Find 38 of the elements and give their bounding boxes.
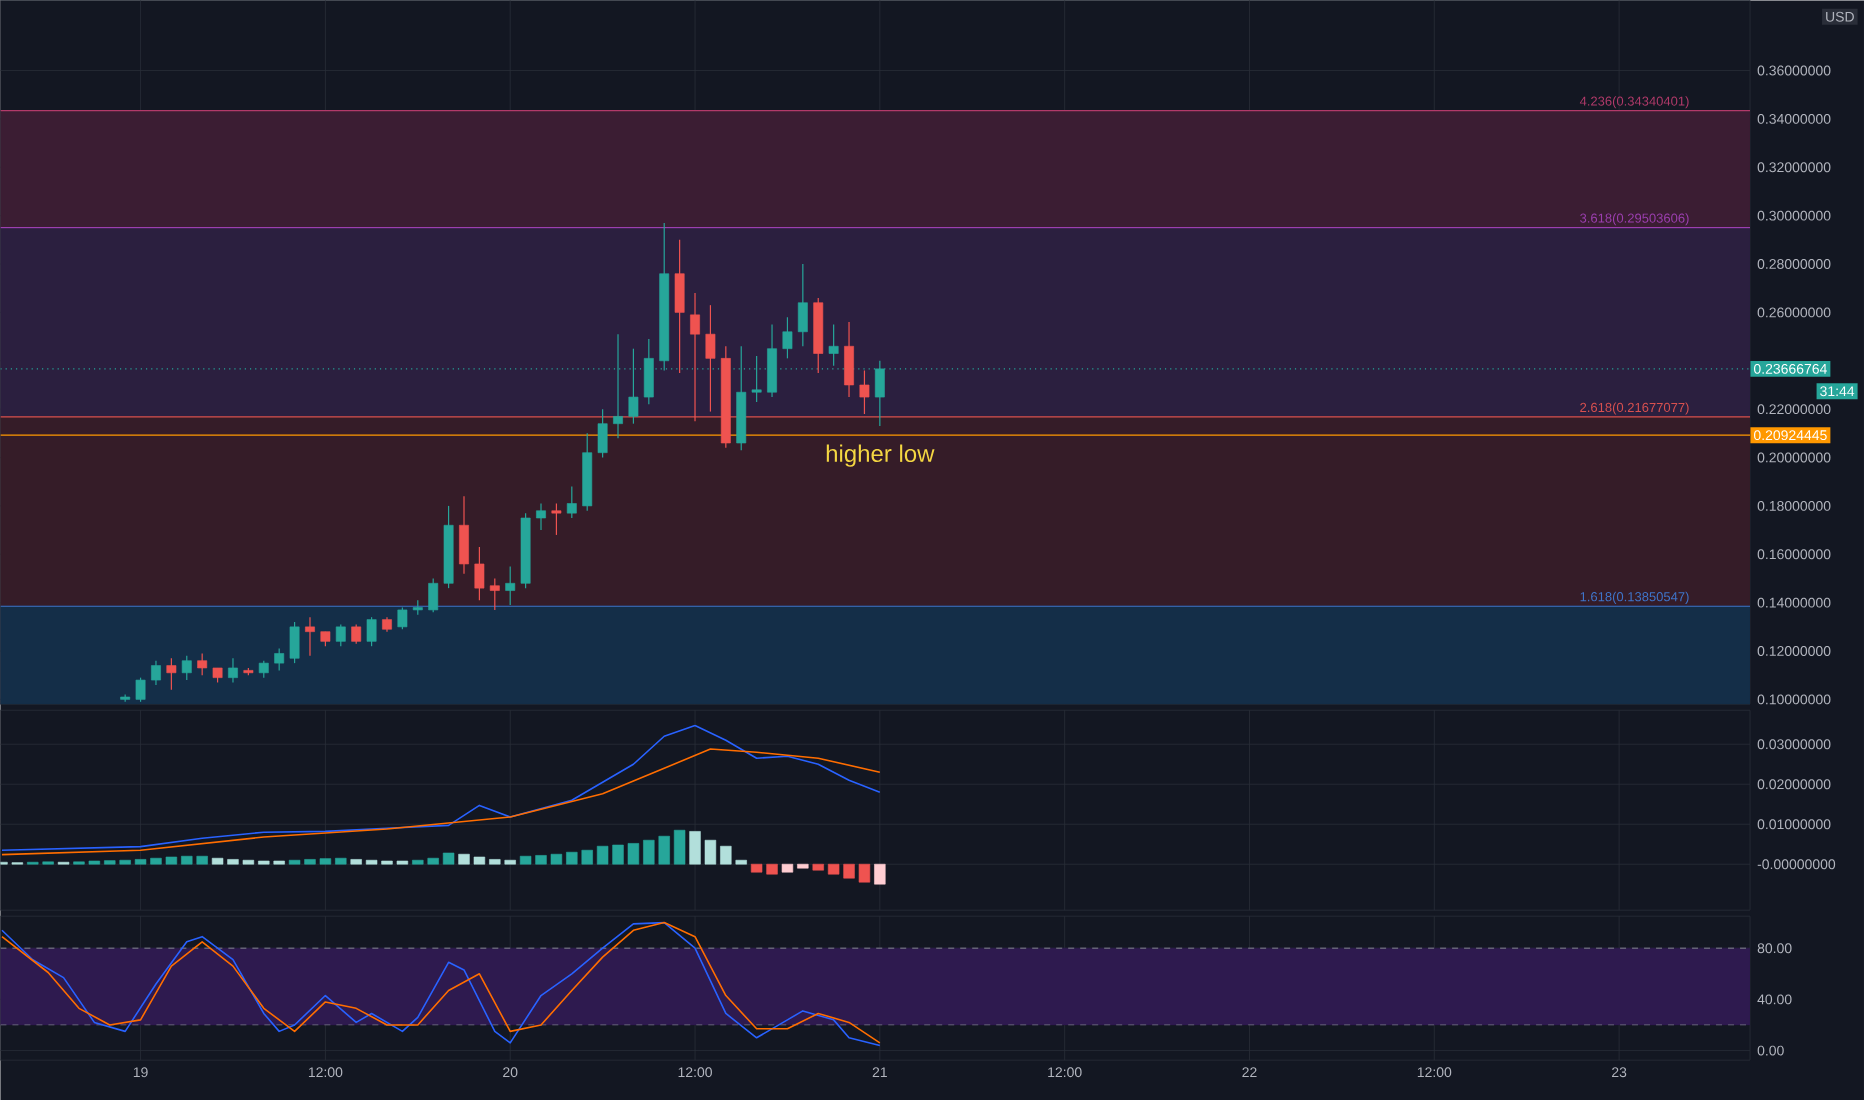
candlestick [289, 621, 300, 664]
candlestick [459, 495, 469, 575]
candlestick [335, 623, 346, 647]
bar [781, 863, 794, 873]
candlestick [366, 616, 377, 647]
candlestick [536, 502, 546, 531]
candlestick [705, 304, 716, 413]
candlestick [597, 408, 608, 459]
candlestick [305, 616, 315, 657]
candlestick [397, 606, 408, 630]
candlestick [690, 292, 700, 422]
candlestick [489, 577, 500, 611]
candlestick [181, 655, 192, 681]
candlestick [844, 321, 854, 398]
candlestick [505, 565, 516, 606]
annotation: higher low [826, 444, 935, 467]
candlestick [228, 657, 238, 684]
candlestick [551, 502, 562, 536]
candlestick [828, 323, 839, 367]
bar [874, 863, 886, 885]
bar [812, 863, 824, 871]
candlestick [166, 657, 177, 691]
candlestick [859, 369, 870, 415]
candlestick [797, 263, 808, 347]
candlestick [151, 660, 161, 686]
candlestick [197, 652, 208, 676]
candlestick [474, 546, 485, 601]
bar [350, 859, 362, 865]
bar [673, 829, 686, 865]
bar [335, 857, 347, 865]
candlestick [135, 679, 146, 700]
candlestick [274, 647, 285, 671]
candlestick [428, 577, 439, 613]
candlestick [566, 485, 577, 519]
candlestick [782, 316, 793, 359]
bar [442, 852, 455, 865]
candlestick [351, 623, 362, 645]
candlestick [674, 239, 685, 374]
